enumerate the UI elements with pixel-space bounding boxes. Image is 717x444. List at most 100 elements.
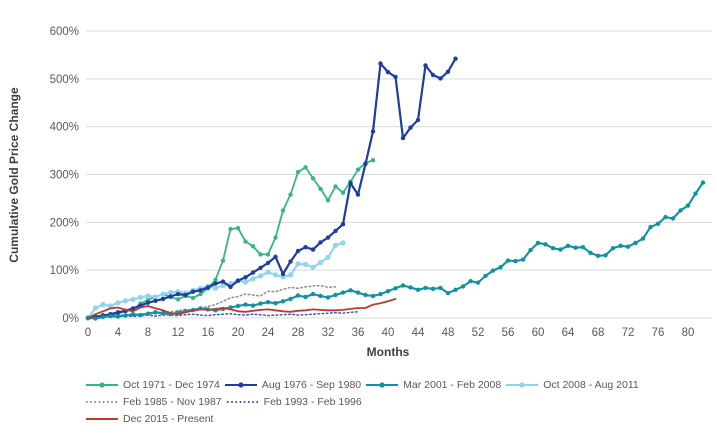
series-2-marker: [528, 247, 533, 253]
series-2-marker: [130, 312, 136, 317]
series-0-marker: [310, 176, 316, 181]
x-tick-label: 32: [322, 327, 335, 339]
series-3-marker: [130, 296, 136, 302]
x-tick-label: 36: [352, 327, 365, 339]
series-2-marker: [513, 258, 518, 264]
series-2-marker: [355, 290, 361, 295]
series-3-marker: [257, 273, 264, 279]
series-1-marker: [318, 240, 323, 245]
legend-swatch-icon: [86, 417, 118, 420]
series-3-marker: [302, 261, 309, 267]
series-0-marker: [198, 291, 203, 297]
series-2-marker: [693, 191, 698, 196]
legend-row-0: Oct 1971 - Dec 1974 Aug 1976 - Sep 1980 Ma…: [85, 376, 643, 393]
series-2-marker: [498, 265, 503, 270]
series-3-marker: [317, 259, 324, 266]
series-2-marker: [415, 287, 421, 292]
series-2-marker: [138, 312, 143, 318]
series-1-marker: [160, 296, 166, 302]
series-2-marker: [670, 216, 676, 221]
series-1-marker: [198, 288, 203, 293]
series-3-marker: [145, 293, 151, 299]
axis-labels: 0%100%200%300%400%500%600%0 4 8 12 16 20 24 28 3…: [50, 26, 695, 339]
legend-swatch-marker: [99, 381, 105, 388]
legend-label: Dec 2015 - Present: [123, 412, 214, 425]
series-2-marker: [595, 253, 601, 258]
series-2-marker: [378, 291, 383, 297]
y-tick-label: 400%: [50, 122, 79, 134]
series-3-marker: [220, 282, 226, 289]
series-1-marker: [280, 271, 286, 277]
series-line-6: [87, 297, 397, 319]
x-tick-label: 8: [145, 327, 151, 339]
series-1-marker: [363, 161, 368, 167]
x-tick-label: 12: [172, 327, 185, 339]
series-1-marker: [303, 245, 308, 250]
series-0-marker: [250, 244, 256, 249]
series-1-marker: [340, 222, 346, 227]
series-1-marker: [243, 275, 248, 280]
series-1-marker: [205, 285, 211, 290]
series-1-marker: [453, 56, 458, 61]
series-0-marker: [243, 239, 248, 244]
series-2-marker: [678, 208, 683, 213]
x-tick-label: 76: [652, 327, 665, 339]
series-0-marker: [355, 167, 361, 172]
series-0-marker: [235, 225, 241, 231]
series-2-marker: [370, 293, 376, 299]
legend-swatch-icon: [506, 381, 539, 388]
series-2-marker: [325, 295, 331, 300]
series-2-marker: [610, 246, 616, 251]
series-2-marker: [483, 273, 488, 279]
series-1-marker: [258, 265, 263, 270]
series-2-marker: [580, 245, 586, 250]
x-tick-label: 24: [262, 327, 275, 339]
legend-label: Aug 1976 - Sep 1980: [261, 378, 362, 391]
series-3-marker: [122, 298, 129, 304]
series-3-marker: [272, 272, 279, 278]
legend-label: Feb 1985 - Nov 1987: [123, 395, 222, 408]
series-1-marker: [445, 69, 451, 74]
x-tick-label: 48: [442, 327, 455, 339]
series-1-marker: [430, 72, 436, 78]
legend-item: Feb 1993 - Feb 1996: [226, 396, 362, 408]
series-3-marker: [107, 303, 114, 309]
series-2-marker: [265, 300, 271, 305]
series-3-marker: [332, 242, 339, 248]
x-tick-label: 68: [592, 327, 605, 339]
series-1-marker: [385, 69, 391, 75]
series-3-marker: [265, 269, 271, 275]
series-1-marker: [378, 61, 383, 66]
series-2-marker: [655, 221, 661, 226]
series-3-marker: [137, 294, 144, 300]
series-1-marker: [250, 270, 256, 275]
series-1-marker: [370, 129, 376, 134]
series-3-marker: [340, 240, 346, 246]
series-3-marker: [242, 279, 249, 285]
y-tick-label: 600%: [50, 26, 79, 38]
series-0-marker: [295, 169, 301, 175]
legend-swatch-icon: [366, 381, 399, 388]
series-1-marker: [288, 259, 293, 264]
series-0-marker: [190, 295, 196, 301]
series-2-marker: [250, 303, 256, 308]
series-3-marker: [152, 294, 159, 300]
series-2-marker: [663, 214, 668, 220]
series-1-marker: [115, 310, 121, 315]
legend-swatch-icon: [226, 400, 259, 403]
x-tick-label: 0: [85, 327, 91, 339]
series-1-marker: [183, 292, 188, 298]
series-2-marker: [453, 287, 458, 292]
series-3-marker: [295, 261, 301, 267]
series-1-marker: [130, 306, 136, 311]
series-2-marker: [468, 279, 473, 284]
series-3-marker: [325, 254, 331, 260]
series-2-marker: [505, 258, 511, 263]
series-1-marker: [228, 284, 233, 290]
legend-swatch-marker: [519, 381, 525, 388]
series-2-marker: [475, 280, 481, 285]
series-2-marker: [160, 311, 166, 316]
series-1-marker: [423, 63, 428, 68]
series-2-marker: [618, 243, 623, 248]
